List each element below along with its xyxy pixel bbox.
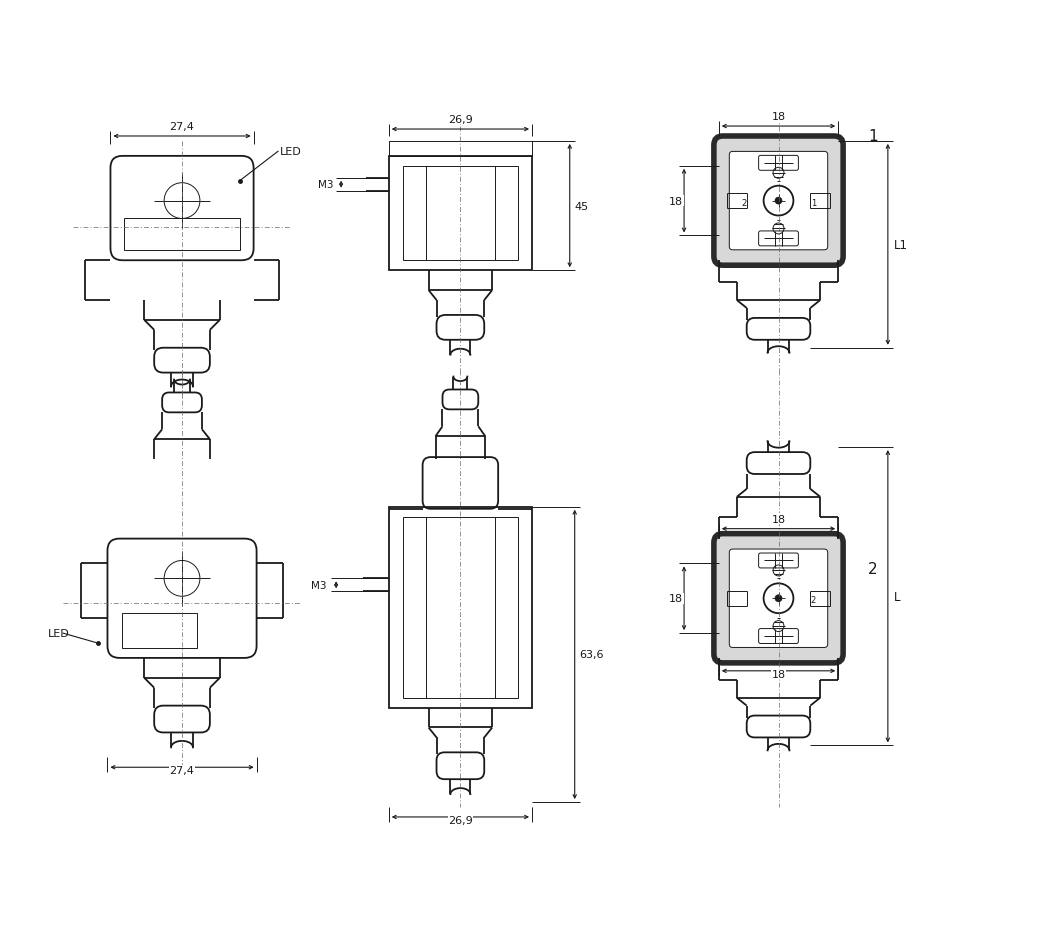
Text: L1: L1 xyxy=(893,239,908,252)
Circle shape xyxy=(775,198,782,205)
Bar xyxy=(403,517,518,698)
FancyBboxPatch shape xyxy=(729,152,828,250)
Bar xyxy=(389,142,532,157)
Text: LED: LED xyxy=(280,146,302,157)
FancyBboxPatch shape xyxy=(714,534,843,664)
Text: M3: M3 xyxy=(311,581,327,590)
Text: 45: 45 xyxy=(575,201,589,211)
Text: 18: 18 xyxy=(669,594,683,603)
Text: 1: 1 xyxy=(868,129,878,144)
Text: 27,4: 27,4 xyxy=(169,766,194,775)
Text: 18: 18 xyxy=(771,669,785,679)
Text: 2: 2 xyxy=(868,562,878,577)
Text: 18: 18 xyxy=(771,514,785,524)
Text: L: L xyxy=(893,590,901,603)
Text: 26,9: 26,9 xyxy=(448,115,473,125)
Text: 26,9: 26,9 xyxy=(448,815,473,825)
Text: 2: 2 xyxy=(810,596,816,604)
Text: 27,4: 27,4 xyxy=(169,122,194,132)
Text: 2: 2 xyxy=(741,198,746,208)
Text: 18: 18 xyxy=(669,196,683,207)
Bar xyxy=(389,507,532,708)
Text: M3: M3 xyxy=(318,180,334,190)
Bar xyxy=(403,167,518,261)
Bar xyxy=(124,219,240,251)
Text: 63,6: 63,6 xyxy=(580,649,604,660)
Bar xyxy=(122,614,197,649)
Text: 18: 18 xyxy=(771,112,785,122)
FancyBboxPatch shape xyxy=(729,549,828,648)
Text: LED: LED xyxy=(48,629,69,638)
Circle shape xyxy=(775,595,782,602)
Bar xyxy=(389,157,532,271)
Text: 1: 1 xyxy=(810,198,816,208)
FancyBboxPatch shape xyxy=(714,137,843,266)
